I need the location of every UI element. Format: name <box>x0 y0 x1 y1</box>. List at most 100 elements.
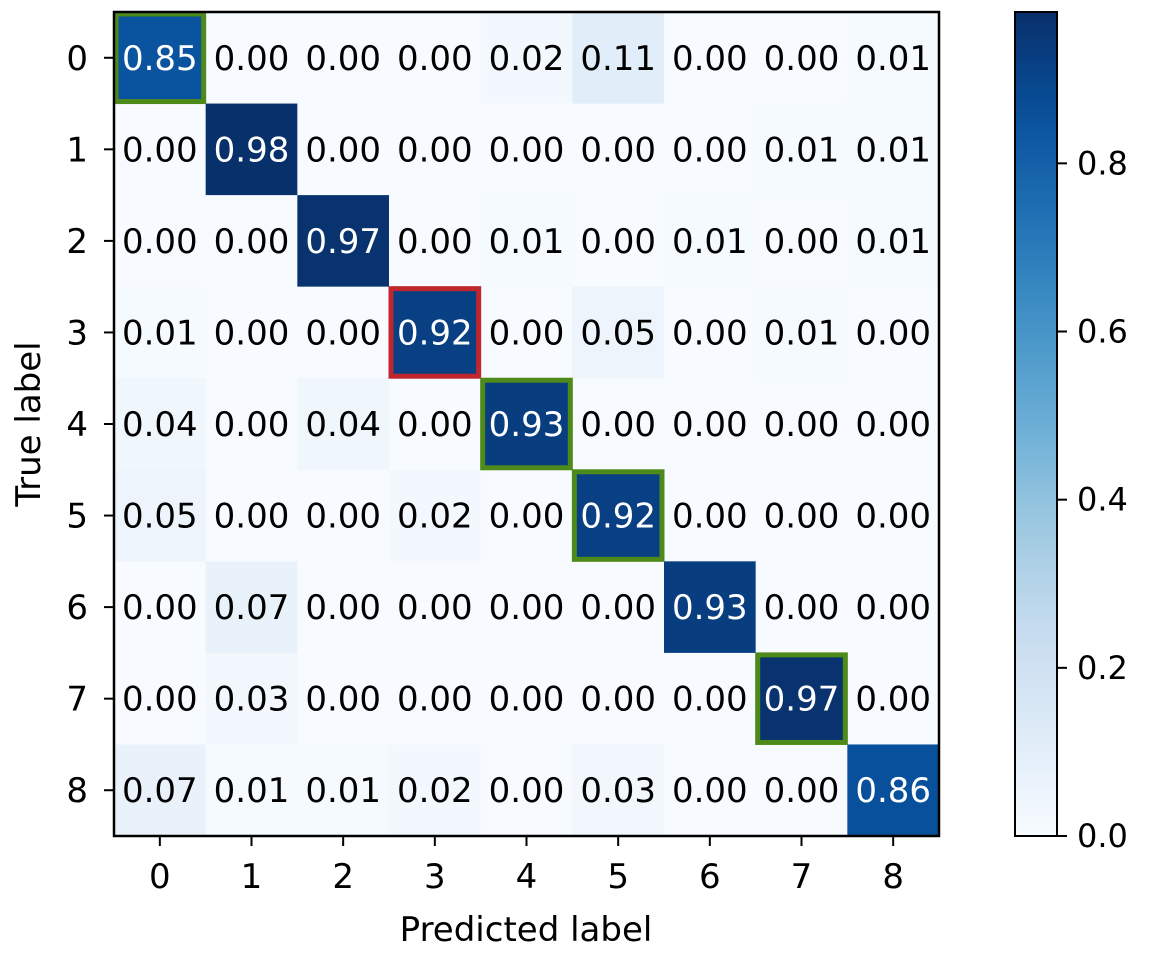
cell-label-1-8: 0.01 <box>855 130 931 170</box>
cell-label-5-0: 0.05 <box>122 497 198 537</box>
cell-0-8 <box>847 12 940 105</box>
cell-1-7 <box>755 103 848 196</box>
cell-8-7 <box>755 744 848 837</box>
cell-label-6-5: 0.00 <box>580 588 656 628</box>
cell-4-3 <box>389 378 482 471</box>
cell-5-4 <box>480 469 573 562</box>
cell-5-2 <box>297 469 390 562</box>
y-tick-label-3: 3 <box>66 313 88 353</box>
cell-label-8-7: 0.00 <box>764 771 840 811</box>
cell-4-1 <box>205 378 298 471</box>
cell-4-6 <box>664 378 757 471</box>
cell-label-5-1: 0.00 <box>214 497 290 537</box>
cell-3-3 <box>389 286 482 379</box>
cell-label-7-6: 0.00 <box>672 680 748 720</box>
cell-2-3 <box>389 195 482 288</box>
cell-label-5-8: 0.00 <box>855 497 931 537</box>
y-tick-label-2: 2 <box>66 222 88 262</box>
cell-5-8 <box>847 469 940 562</box>
cell-label-0-2: 0.00 <box>305 39 381 79</box>
cell-6-8 <box>847 561 940 654</box>
cell-8-4 <box>480 744 573 837</box>
cell-3-2 <box>297 286 390 379</box>
cell-5-3 <box>389 469 482 562</box>
cell-label-6-7: 0.00 <box>764 588 840 628</box>
cell-label-7-2: 0.00 <box>305 680 381 720</box>
highlight-box-0-0 <box>113 11 207 105</box>
y-tick-label-4: 4 <box>66 405 88 445</box>
colorbar-ticks: 0.0 0.2 0.4 0.6 0.8 <box>1057 144 1128 855</box>
cell-0-2 <box>297 12 390 105</box>
cell-label-7-0: 0.00 <box>122 680 198 720</box>
cell-label-3-1: 0.00 <box>214 313 290 353</box>
cell-2-4 <box>480 195 573 288</box>
cell-label-1-5: 0.00 <box>580 130 656 170</box>
cell-4-8 <box>847 378 940 471</box>
x-tick-label-7: 7 <box>791 857 813 897</box>
cell-label-8-4: 0.00 <box>489 771 565 811</box>
cell-4-2 <box>297 378 390 471</box>
cell-8-3 <box>389 744 482 837</box>
cell-label-3-4: 0.00 <box>489 313 565 353</box>
cell-6-7 <box>755 561 848 654</box>
x-tick-label-5: 5 <box>607 857 629 897</box>
cell-8-1 <box>205 744 298 837</box>
cell-0-7 <box>755 12 848 105</box>
cell-label-0-6: 0.00 <box>672 39 748 79</box>
cell-7-0 <box>114 652 207 745</box>
x-tick-label-4: 4 <box>516 857 538 897</box>
cell-6-1 <box>205 561 298 654</box>
cell-label-7-7: 0.97 <box>764 680 840 720</box>
x-axis-label: Predicted label <box>400 910 653 950</box>
x-axis-ticks: 0 1 2 3 4 5 6 7 8 <box>149 836 904 897</box>
cell-label-4-4: 0.93 <box>489 405 565 445</box>
cell-label-2-6: 0.01 <box>672 222 748 262</box>
cell-label-7-8: 0.00 <box>855 680 931 720</box>
cell-label-6-3: 0.00 <box>397 588 473 628</box>
cell-label-4-6: 0.00 <box>672 405 748 445</box>
x-tick-label-8: 8 <box>882 857 904 897</box>
cell-label-6-2: 0.00 <box>305 588 381 628</box>
cell-label-6-6: 0.93 <box>672 588 748 628</box>
cell-6-2 <box>297 561 390 654</box>
cell-label-6-8: 0.00 <box>855 588 931 628</box>
cell-label-4-5: 0.00 <box>580 405 656 445</box>
cell-1-0 <box>114 103 207 196</box>
cell-label-1-3: 0.00 <box>397 130 473 170</box>
cell-1-4 <box>480 103 573 196</box>
cell-label-7-5: 0.00 <box>580 680 656 720</box>
cell-0-5 <box>572 12 665 105</box>
cell-1-3 <box>389 103 482 196</box>
y-tick-label-0: 0 <box>66 39 88 79</box>
colorbar-tick-label-2: 0.4 <box>1077 481 1128 519</box>
cell-2-8 <box>847 195 940 288</box>
cell-label-7-4: 0.00 <box>489 680 565 720</box>
cell-label-4-2: 0.04 <box>305 405 381 445</box>
cell-4-5 <box>572 378 665 471</box>
cell-3-0 <box>114 286 207 379</box>
cell-label-5-3: 0.02 <box>397 497 473 537</box>
cell-8-0 <box>114 744 207 837</box>
cell-1-1 <box>205 103 298 196</box>
cell-5-0 <box>114 469 207 562</box>
cell-label-3-8: 0.00 <box>855 313 931 353</box>
cell-6-4 <box>480 561 573 654</box>
cell-2-1 <box>205 195 298 288</box>
cell-0-4 <box>480 12 573 105</box>
x-tick-label-0: 0 <box>149 857 171 897</box>
cell-label-2-8: 0.01 <box>855 222 931 262</box>
cell-1-5 <box>572 103 665 196</box>
cell-label-8-5: 0.03 <box>580 771 656 811</box>
cell-7-1 <box>205 652 298 745</box>
cell-2-7 <box>755 195 848 288</box>
highlight-box-4-4 <box>480 377 573 471</box>
cell-label-5-6: 0.00 <box>672 497 748 537</box>
cell-0-3 <box>389 12 482 105</box>
y-axis-ticks: 0 1 2 3 4 5 6 7 8 <box>66 39 114 811</box>
cell-label-8-6: 0.00 <box>672 771 748 811</box>
cell-label-8-0: 0.07 <box>122 771 198 811</box>
cell-label-1-6: 0.00 <box>672 130 748 170</box>
cell-label-1-4: 0.00 <box>489 130 565 170</box>
colorbar-tick-label-3: 0.6 <box>1077 313 1128 351</box>
cell-6-3 <box>389 561 482 654</box>
